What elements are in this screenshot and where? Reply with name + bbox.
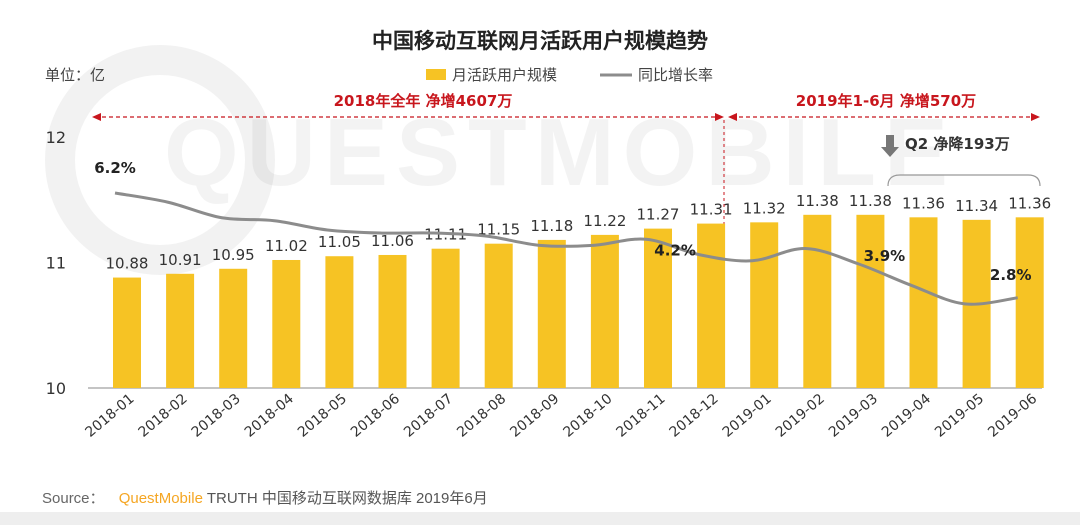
x-tick-label: 2019-05 [932, 391, 987, 441]
bar-value-label: 10.95 [212, 246, 255, 264]
x-tick-label: 2018-10 [560, 391, 615, 441]
bar [803, 214, 832, 388]
growth-point-label: 6.2% [94, 159, 136, 177]
period-2018-label: 2018年全年 净增4607万 [334, 92, 513, 110]
legend-line-label: 同比增长率 [638, 66, 713, 84]
bar [697, 223, 726, 388]
bar-value-label: 11.06 [371, 232, 414, 250]
arrow-2018-left-head [92, 113, 101, 121]
legend: 月活跃用户规模 同比增长率 [426, 66, 713, 84]
x-tick-label: 2018-12 [667, 391, 722, 441]
bar-value-label: 11.36 [902, 194, 945, 212]
x-tick-label: 2018-05 [295, 391, 350, 441]
watermark: QUESTMOBILE [164, 99, 956, 206]
unit-label: 单位：亿 [45, 66, 105, 84]
bar-value-label: 11.34 [955, 197, 998, 215]
bar [219, 268, 248, 388]
bar-value-label: 10.88 [106, 255, 149, 273]
bar [378, 254, 407, 388]
x-tick-label: 2018-11 [613, 391, 668, 441]
bar-value-label: 11.02 [265, 237, 308, 255]
q2-bracket [887, 174, 1041, 187]
growth-point-label: 3.9% [864, 247, 906, 265]
growth-point-labels: 6.2% 4.2% 3.9% 2.8% [94, 159, 1031, 284]
y-tick-label: 12 [46, 128, 66, 147]
bar [856, 214, 885, 388]
bar-series [113, 214, 1044, 388]
growth-point-label: 2.8% [990, 266, 1032, 284]
bar-value-labels: 10.88 10.91 10.95 11.02 11.05 11.06 11.11 11.15… [106, 192, 1052, 273]
growth-line-series [114, 191, 1018, 306]
q2-label: Q2 净降193万 [905, 135, 1010, 153]
x-tick-label: 2019-02 [773, 391, 828, 441]
bar [537, 239, 566, 388]
watermark-logo-icon [45, 45, 275, 275]
bar-value-label: 10.91 [159, 251, 202, 269]
x-tick-label: 2019-04 [879, 391, 934, 441]
arrow-2019-left-head [728, 113, 737, 121]
bar [909, 217, 938, 388]
bar [272, 259, 301, 388]
x-tick-label: 2018-03 [189, 391, 244, 441]
bar [431, 248, 460, 388]
x-axis-tick-labels: 2018-012018-022018-032018-042018-052018-… [82, 391, 1040, 441]
bar-value-label: 11.31 [690, 201, 733, 219]
bar [325, 256, 354, 388]
arrow-2019-right-head [1031, 113, 1040, 121]
growth-point-label: 4.2% [654, 242, 696, 260]
bar [166, 273, 195, 388]
y-tick-label: 10 [46, 379, 66, 398]
growth-line [114, 191, 1018, 306]
source-prefix: Source： [42, 490, 105, 507]
source-brand: QuestMobile [119, 490, 203, 507]
x-tick-label: 2018-07 [401, 391, 456, 441]
bottom-band [0, 512, 1080, 525]
bar-value-label: 11.36 [1008, 194, 1051, 212]
x-tick-label: 2018-09 [507, 391, 562, 441]
source-line: Source： QuestMobile TRUTH 中国移动互联网数据库 201… [42, 490, 488, 507]
x-tick-label: 2018-04 [242, 391, 297, 441]
bar [1015, 217, 1044, 388]
bar [750, 222, 779, 388]
bar-value-label: 11.22 [583, 212, 626, 230]
legend-bar-label: 月活跃用户规模 [452, 66, 557, 84]
x-tick-label: 2019-03 [826, 391, 881, 441]
arrow-2018-right-head [715, 113, 724, 121]
y-axis: 10 11 12 [46, 128, 66, 398]
x-tick-label: 2018-02 [136, 391, 191, 441]
source-rest: TRUTH 中国移动互联网数据库 2019年6月 [207, 490, 488, 507]
bar-value-label: 11.38 [796, 192, 839, 210]
period-2019-label: 2019年1-6月 净增570万 [796, 92, 976, 110]
x-tick-label: 2018-08 [454, 391, 509, 441]
bar-value-label: 11.32 [743, 199, 786, 217]
x-tick-label: 2019-06 [985, 391, 1040, 441]
bar [484, 243, 513, 388]
legend-bar-swatch [426, 69, 446, 80]
x-tick-label: 2019-01 [720, 391, 775, 441]
bar-value-label: 11.38 [849, 192, 892, 210]
down-arrow-icon [881, 135, 899, 157]
bar [590, 234, 619, 388]
bar [644, 228, 672, 388]
x-tick-label: 2018-06 [348, 391, 403, 441]
chart-title: 中国移动互联网月活跃用户规模趋势 [372, 29, 708, 53]
bar-value-label: 11.15 [477, 221, 520, 239]
bar [113, 277, 141, 388]
x-tick-label: 2018-01 [82, 391, 137, 441]
bar-value-label: 11.05 [318, 233, 361, 251]
bar-value-label: 11.27 [637, 206, 680, 224]
bar-value-label: 11.18 [530, 217, 573, 235]
y-tick-label: 11 [46, 254, 66, 273]
